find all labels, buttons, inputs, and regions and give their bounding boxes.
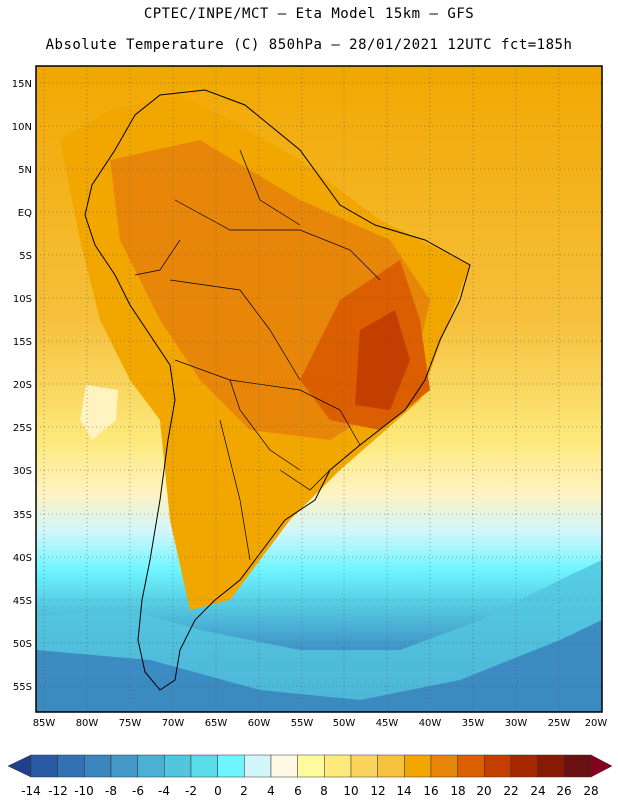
colorbar-swatch: [404, 754, 432, 778]
colorbar-swatch: [430, 754, 458, 778]
latitude-axis: 15N 10N 5N EQ 5S 10S 15S 20S 25S 30S 35S…: [12, 79, 32, 693]
colorbar-swatch: [244, 754, 272, 778]
colorbar-label: -8: [105, 784, 117, 798]
lon-label: 75W: [119, 718, 142, 729]
colorbar-swatch: [350, 754, 378, 778]
colorbar-swatch: [164, 754, 192, 778]
longitude-axis: 85W 80W 75W 70W 65W 60W 55W 50W 45W 40W …: [33, 718, 608, 729]
lat-label: 15N: [12, 79, 32, 90]
continent-outline: [84, 89, 471, 691]
lat-label: 30S: [13, 466, 32, 477]
colorbar-swatch: [297, 754, 325, 778]
colorbar-swatch: [510, 754, 538, 778]
colorbar-label: 14: [396, 784, 411, 798]
lon-label: 65W: [205, 718, 228, 729]
colorbar-label: -14: [21, 784, 41, 798]
lat-label: 5N: [18, 165, 32, 176]
colorbar-arrow-low: [7, 754, 32, 778]
colorbar-swatch: [537, 754, 565, 778]
lat-label: 55S: [13, 682, 32, 693]
lon-label: 50W: [333, 718, 356, 729]
lon-label: 85W: [33, 718, 56, 729]
map-frame: [35, 65, 603, 713]
colorbar-swatch: [484, 754, 512, 778]
colorbar-label: 16: [423, 784, 438, 798]
colorbar-label: -6: [132, 784, 144, 798]
colorbar-label: 12: [370, 784, 385, 798]
colorbar-label: -2: [185, 784, 197, 798]
colorbar-label: 24: [530, 784, 545, 798]
map-subtitle: Absolute Temperature (C) 850hPa – 28/01/…: [45, 37, 573, 53]
colorbar-label: 18: [450, 784, 465, 798]
lat-label: 50S: [13, 639, 32, 650]
lon-label: 45W: [376, 718, 399, 729]
colorbar-label: 6: [294, 784, 302, 798]
colorbar-label: 4: [267, 784, 275, 798]
lat-label: 10S: [13, 294, 32, 305]
colorbar-arrow-high: [590, 754, 613, 778]
colder-tongue: [36, 620, 602, 712]
colorbar-swatch: [270, 754, 298, 778]
colorbar-swatch: [137, 754, 165, 778]
colorbar-swatch: [457, 754, 485, 778]
lon-label: 60W: [248, 718, 271, 729]
colorbar-label: -4: [158, 784, 170, 798]
colorbar-swatch: [190, 754, 218, 778]
lat-label: 25S: [13, 423, 32, 434]
lon-label: 70W: [162, 718, 185, 729]
lon-label: 40W: [419, 718, 442, 729]
colorbar-swatch: [84, 754, 112, 778]
colorbar-label: 8: [320, 784, 328, 798]
lat-label: 10N: [12, 122, 32, 133]
lat-label: 40S: [13, 553, 32, 564]
colorbar-swatch: [110, 754, 138, 778]
colorbar-swatch: [377, 754, 405, 778]
colorbar: [7, 754, 613, 778]
lat-label: 45S: [13, 596, 32, 607]
colorbar-swatch: [57, 754, 85, 778]
colorbar-labels: -14 -12 -10 -8 -6 -4 -2 0 2 4 6 8 10 12 …: [21, 784, 598, 798]
lon-label: 25W: [548, 718, 571, 729]
lon-label: 55W: [291, 718, 314, 729]
colorbar-swatch: [30, 754, 58, 778]
lat-label: 35S: [13, 510, 32, 521]
colorbar-label: 0: [214, 784, 222, 798]
lat-label: EQ: [18, 208, 32, 219]
colorbar-label: 2: [240, 784, 248, 798]
lat-label: 15S: [13, 337, 32, 348]
lat-label: 5S: [19, 251, 32, 262]
colorbar-label: 26: [556, 784, 571, 798]
colorbar-label: -12: [48, 784, 68, 798]
lat-label: 20S: [13, 380, 32, 391]
colorbar-label: -10: [74, 784, 94, 798]
map-field: [36, 66, 602, 712]
colorbar-swatch: [564, 754, 592, 778]
lon-label: 80W: [76, 718, 99, 729]
colorbar-label: 28: [583, 784, 598, 798]
colorbar-label: 20: [476, 784, 491, 798]
colorbar-label: 10: [343, 784, 358, 798]
hottest-region: [355, 310, 410, 410]
map-title: CPTEC/INPE/MCT – Eta Model 15km – GFS: [143, 6, 475, 22]
lon-label: 30W: [505, 718, 528, 729]
colorbar-swatch: [217, 754, 245, 778]
lon-label: 35W: [462, 718, 485, 729]
country-borders: [134, 149, 381, 561]
coastal-cool-patch: [80, 385, 118, 440]
colorbar-swatch: [324, 754, 352, 778]
lon-label: 20W: [585, 718, 608, 729]
colorbar-label: 22: [503, 784, 518, 798]
